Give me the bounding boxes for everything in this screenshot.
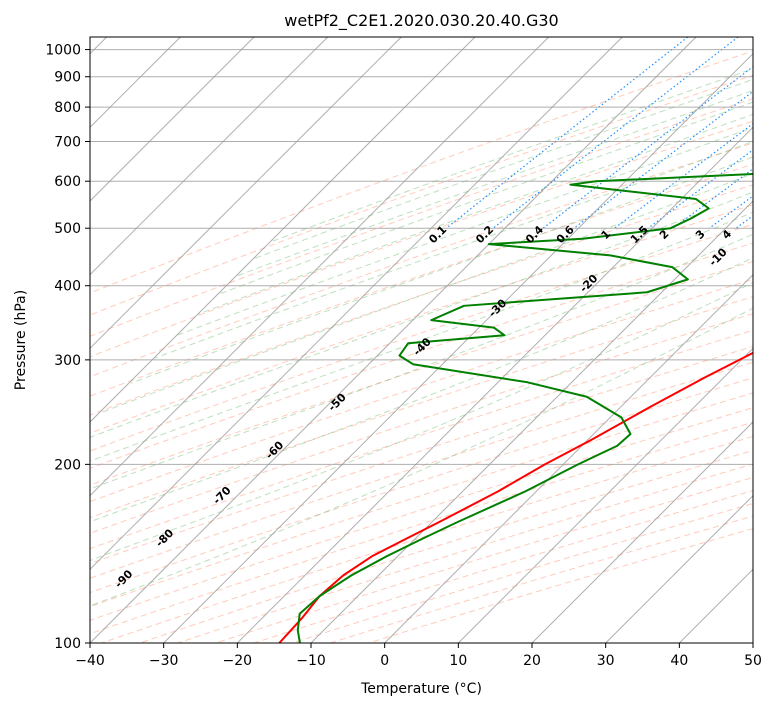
isotherm bbox=[90, 37, 255, 202]
dry-adiabat bbox=[90, 407, 753, 621]
dry-adiabat bbox=[90, 377, 753, 594]
dry-adiabat bbox=[101, 435, 753, 643]
profiles bbox=[278, 173, 753, 643]
moist-adiabat bbox=[90, 282, 753, 562]
x-tick-label: 40 bbox=[670, 653, 688, 669]
y-tick-label: 200 bbox=[54, 457, 81, 473]
dry-adiabat bbox=[90, 120, 753, 358]
chart-title: wetPf2_C2E1.2020.030.20.40.G30 bbox=[284, 11, 558, 31]
moist-adiabat bbox=[176, 126, 753, 336]
dry-adiabat bbox=[90, 392, 753, 608]
x-axis: −40 −30 −20 −10 0 10 20 30 40 50 bbox=[75, 643, 762, 669]
moist-adiabat bbox=[130, 156, 753, 384]
isotherm bbox=[90, 37, 476, 423]
plot-frame bbox=[89, 36, 754, 644]
isotherm bbox=[605, 494, 753, 643]
background-lines bbox=[90, 37, 753, 643]
x-tick-label: 20 bbox=[523, 653, 541, 669]
y-axis-label: Pressure (hPa) bbox=[13, 290, 29, 390]
dry-adiabat bbox=[90, 50, 753, 294]
y-tick-label: 600 bbox=[54, 174, 81, 190]
x-tick-label: −20 bbox=[223, 653, 253, 669]
dry-adiabat bbox=[330, 515, 753, 643]
dry-adiabat bbox=[254, 490, 753, 643]
moist-adiabat bbox=[197, 113, 753, 315]
y-tick-label: 1000 bbox=[45, 43, 81, 59]
temperature-profile bbox=[278, 351, 753, 643]
isotherm bbox=[236, 126, 753, 643]
isotherm bbox=[90, 37, 402, 350]
x-tick-label: 30 bbox=[597, 653, 615, 669]
y-tick-label: 100 bbox=[54, 636, 81, 652]
moist-adiabat bbox=[99, 173, 753, 414]
isotherm bbox=[90, 37, 697, 643]
x-tick-label: 0 bbox=[380, 653, 389, 669]
moist-adiabat bbox=[90, 191, 753, 438]
moist-adiabat bbox=[154, 140, 753, 359]
x-tick-label: −10 bbox=[296, 653, 326, 669]
isotherm bbox=[163, 52, 753, 643]
dry-adiabat bbox=[90, 313, 753, 534]
isotherm bbox=[90, 37, 550, 497]
moist-adiabat bbox=[253, 78, 753, 260]
mixing-ratio-line bbox=[672, 168, 753, 229]
moist-adiabat bbox=[90, 233, 753, 490]
moist-adiabat bbox=[90, 307, 753, 607]
moist-adiabat bbox=[90, 257, 753, 523]
y-tick-label: 400 bbox=[54, 279, 81, 295]
dry-adiabat bbox=[368, 528, 753, 643]
y-tick-label: 900 bbox=[54, 70, 81, 86]
y-axis: 100 200 300 400 500 600 700 800 900 1000 bbox=[45, 43, 90, 652]
dry-adiabat bbox=[90, 296, 753, 519]
dry-adiabat bbox=[90, 329, 753, 550]
dry-adiabat bbox=[90, 242, 753, 469]
isotherm bbox=[90, 37, 329, 276]
x-axis-label: Temperature (°C) bbox=[360, 681, 482, 697]
mixing-ratio-line bbox=[573, 90, 753, 229]
isotherm bbox=[531, 421, 753, 643]
x-tick-label: 50 bbox=[744, 653, 762, 669]
moist-adiabat bbox=[90, 211, 753, 462]
y-tick-label: 500 bbox=[54, 221, 81, 237]
dry-adiabat bbox=[90, 421, 753, 635]
isotherm bbox=[384, 273, 753, 643]
y-tick-label: 700 bbox=[54, 134, 81, 150]
y-tick-label: 300 bbox=[54, 353, 81, 369]
dry-adiabat bbox=[292, 502, 753, 643]
mixing-ratio-line bbox=[542, 65, 753, 229]
moist-adiabat bbox=[270, 68, 753, 243]
x-tick-label: −30 bbox=[149, 653, 179, 669]
dewpoint-profile bbox=[296, 173, 753, 643]
dry-adiabat bbox=[90, 278, 753, 503]
dry-adiabat bbox=[90, 260, 753, 486]
isotherm bbox=[457, 347, 753, 643]
x-tick-label: 10 bbox=[449, 653, 467, 669]
isotherm bbox=[90, 37, 623, 571]
isotherm bbox=[310, 200, 753, 643]
y-tick-label: 800 bbox=[54, 100, 81, 116]
x-tick-label: −40 bbox=[75, 653, 105, 669]
